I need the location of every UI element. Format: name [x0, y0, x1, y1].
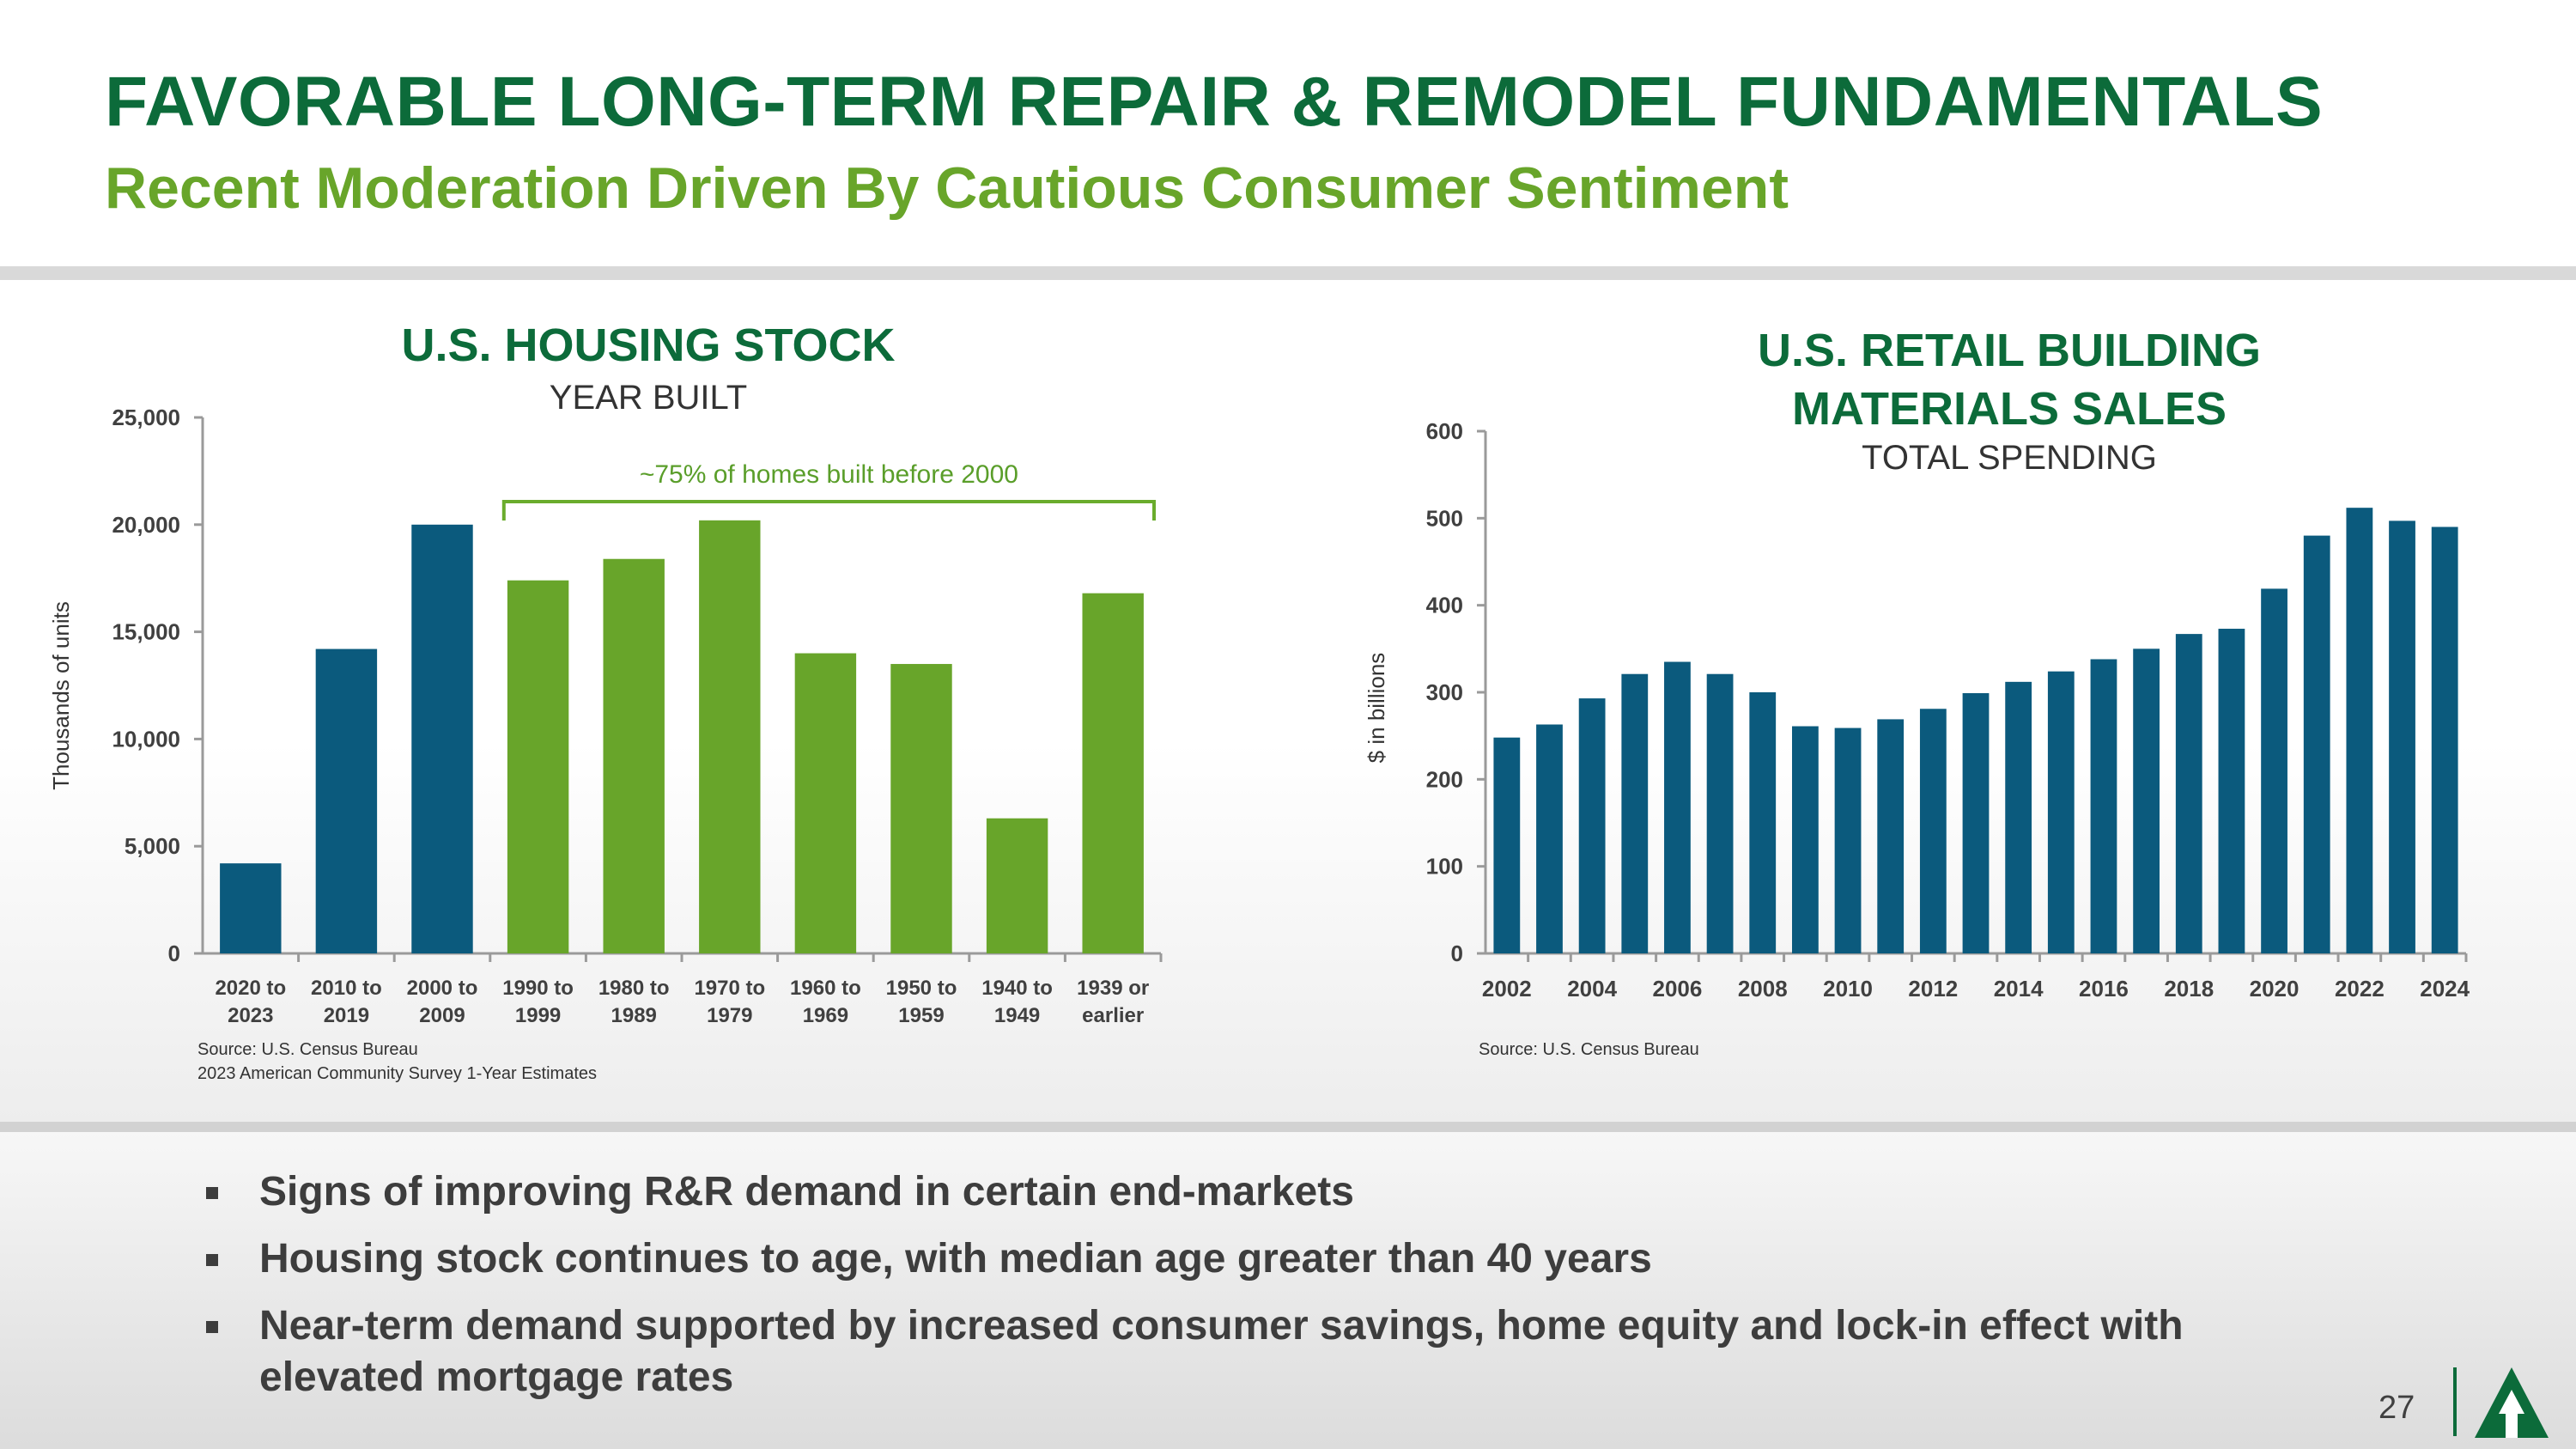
- chart-subtitle: YEAR BUILT: [550, 379, 747, 417]
- bullet-item: Near-term demand supported by increased …: [206, 1300, 2439, 1403]
- bar: [2261, 588, 2287, 953]
- y-tick-label: 400: [1426, 593, 1463, 618]
- x-tick-label: 2014: [1994, 976, 2044, 1002]
- bullet-text: Housing stock continues to age, with med…: [259, 1236, 1652, 1282]
- bar: [411, 524, 473, 953]
- y-tick-label: 300: [1426, 679, 1463, 705]
- x-tick-label: 2024: [2420, 976, 2470, 1002]
- housing-stock-chart: U.S. HOUSING STOCK YEAR BUILT 0 5,000 10,000…: [48, 320, 1163, 1083]
- bar: [1536, 724, 1563, 953]
- chart-title: U.S. HOUSING STOCK: [401, 320, 895, 371]
- x-tick-label: 2016: [2079, 976, 2129, 1002]
- x-tick-label: 1939 or earlier: [1077, 977, 1149, 1027]
- header-divider-band: [0, 266, 2576, 280]
- bar: [2218, 629, 2245, 953]
- bar: [2090, 659, 2117, 953]
- x-tick-label: 2002: [1482, 976, 1532, 1002]
- bullet-text: elevated mortgage rates: [259, 1355, 734, 1400]
- source-note: Source: U.S. Census Bureau: [197, 1040, 418, 1059]
- source-note: Source: U.S. Census Bureau: [1479, 1040, 1699, 1059]
- bar: [794, 653, 857, 953]
- company-logo-icon: [2475, 1367, 2549, 1438]
- chart-title: MATERIALS SALES: [1792, 383, 2227, 435]
- x-tick-label: 1990 to 1999: [502, 977, 574, 1027]
- bar: [2005, 681, 2032, 953]
- y-tick-label: 200: [1426, 766, 1463, 792]
- bar: [1082, 593, 1144, 953]
- x-tick-label: 2010: [1823, 976, 1873, 1002]
- bar: [1834, 728, 1862, 953]
- x-tick-label: 1970 to 1979: [694, 977, 765, 1027]
- x-tick-label: 2018: [2164, 976, 2214, 1002]
- bar: [1578, 698, 1606, 953]
- bullet-text: Signs of improving R&R demand in certain…: [259, 1169, 1354, 1215]
- bar: [2431, 527, 2458, 953]
- x-tick-label: 2020 to 2023: [215, 977, 286, 1027]
- y-tick-label: 0: [168, 941, 180, 966]
- bullet-list: Signs of improving R&R demand in certain…: [206, 1166, 2439, 1419]
- bar: [1919, 709, 1947, 953]
- bar: [1664, 661, 1691, 953]
- bullet-item: Signs of improving R&R demand in certain…: [206, 1166, 2439, 1218]
- y-tick-label: 5,000: [125, 833, 180, 859]
- bar: [2047, 671, 2075, 953]
- bar: [315, 648, 378, 953]
- y-axis-label: $ in billions: [1364, 653, 1389, 764]
- bar: [1706, 673, 1734, 953]
- bar: [220, 863, 282, 953]
- bar: [2303, 535, 2330, 953]
- x-tick-label: 2000 to 2009: [407, 977, 478, 1027]
- y-tick-label: 20,000: [112, 512, 180, 538]
- x-tick-label: 2012: [1908, 976, 1958, 1002]
- chart-title: U.S. RETAIL BUILDING: [1758, 325, 2261, 376]
- bar: [2133, 648, 2160, 953]
- page-title: FAVORABLE LONG-TERM REPAIR & REMODEL FUN…: [105, 63, 2324, 141]
- bar: [507, 580, 569, 953]
- bullet-panel: [0, 1132, 2576, 1449]
- bullet-item: Housing stock continues to age, with med…: [206, 1233, 2439, 1285]
- bar: [890, 664, 952, 953]
- x-tick-label: 1960 to 1969: [790, 977, 861, 1027]
- y-axis-label: Thousands of units: [48, 601, 74, 790]
- y-tick-label: 25,000: [112, 405, 180, 430]
- bar: [1791, 726, 1819, 953]
- annotation-bracket: [501, 500, 1156, 521]
- bar: [603, 558, 665, 953]
- bar: [1877, 719, 1905, 953]
- page-subtitle: Recent Moderation Driven By Cautious Con…: [105, 155, 1789, 221]
- panel-divider-band: [0, 1122, 2576, 1132]
- chart-subtitle: TOTAL SPENDING: [1862, 439, 2157, 477]
- bar: [1621, 673, 1649, 953]
- bar: [1493, 737, 1521, 953]
- x-tick-label: 2008: [1738, 976, 1788, 1002]
- page-number: 27: [2379, 1390, 2415, 1426]
- x-tick-label: 2022: [2335, 976, 2385, 1002]
- y-tick-label: 500: [1426, 505, 1463, 531]
- x-tick-label: 2004: [1567, 976, 1617, 1002]
- y-tick-label: 0: [1451, 941, 1463, 966]
- retail-sales-chart: U.S. RETAIL BUILDING MATERIALS SALES TOTAL…: [1364, 325, 2470, 1059]
- y-tick-label: 15,000: [112, 619, 180, 645]
- footer-divider: [2453, 1367, 2457, 1436]
- annotation-text: ~75% of homes built before 2000: [640, 460, 1018, 489]
- x-tick-label: 1950 to 1959: [886, 977, 957, 1027]
- x-tick-label: 2010 to 2019: [311, 977, 382, 1027]
- bar: [2389, 521, 2415, 953]
- bar: [1749, 692, 1777, 953]
- y-tick-label: 10,000: [112, 726, 180, 752]
- x-tick-label: 2020: [2250, 976, 2300, 1002]
- bullet-text: Near-term demand supported by increased …: [259, 1303, 2184, 1349]
- bar: [2175, 634, 2202, 953]
- y-tick-label: 100: [1426, 854, 1463, 880]
- x-tick-label: 1940 to 1949: [981, 977, 1053, 1027]
- bar: [2346, 508, 2373, 953]
- x-tick-label: 1980 to 1989: [598, 977, 670, 1027]
- y-tick-label: 600: [1426, 418, 1463, 444]
- bar: [699, 520, 761, 953]
- source-note: 2023 American Community Survey 1-Year Es…: [197, 1064, 597, 1083]
- x-tick-label: 2006: [1653, 976, 1703, 1002]
- bar: [986, 818, 1048, 953]
- bar: [1962, 693, 1990, 953]
